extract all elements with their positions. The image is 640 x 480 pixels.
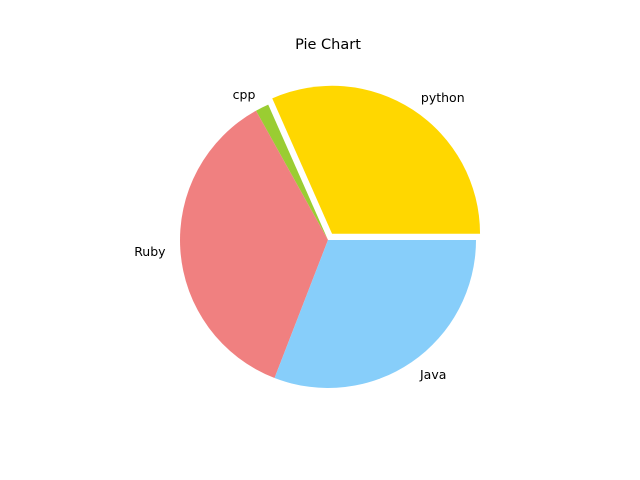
pie-slice-python [272,85,481,234]
pie-label-python: python [421,90,465,105]
pie-slice-java [274,240,476,389]
pie-label-cpp: cpp [233,87,256,102]
pie-label-java: Java [419,367,446,382]
chart-title: Pie Chart [295,37,361,53]
pie-label-ruby: Ruby [134,244,166,259]
pie-slices [180,85,481,389]
pie-slice-cpp [255,104,328,240]
pie-slice-ruby [180,110,328,379]
pie-labels: python cpp Ruby Java [134,87,464,382]
